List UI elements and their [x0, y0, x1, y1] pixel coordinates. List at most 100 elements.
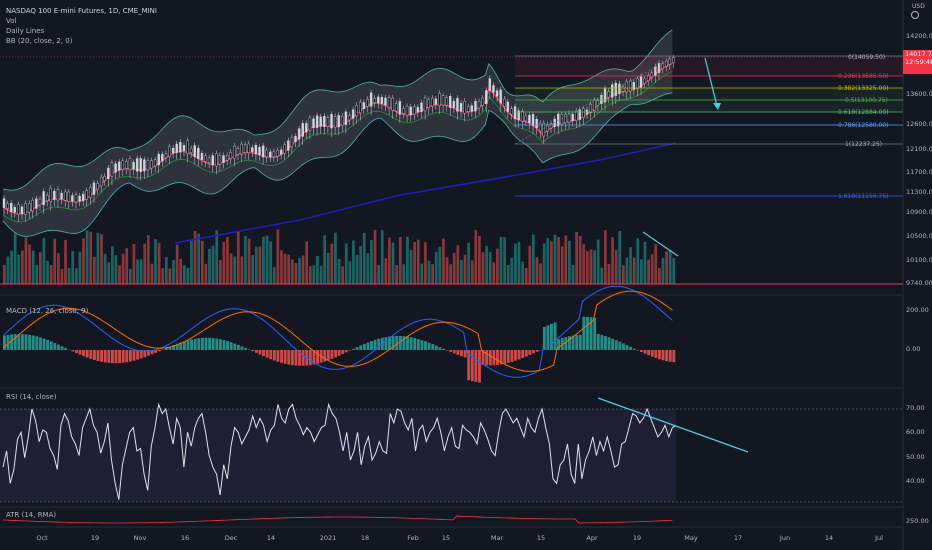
- candle-body: [81, 193, 85, 201]
- macd-histogram-bar: [395, 335, 399, 350]
- candle-body: [143, 159, 146, 172]
- macd-histogram-bar: [470, 350, 474, 382]
- candle-body: [132, 162, 135, 170]
- macd-histogram-bar: [276, 350, 280, 362]
- fib-level-label: 1(12237.25): [845, 141, 883, 148]
- macd-histogram-bar: [388, 336, 391, 350]
- candle-body: [13, 207, 16, 213]
- candle-body: [71, 195, 74, 202]
- fib-zone: [515, 88, 903, 112]
- volume-bar: [290, 259, 294, 284]
- candle-body: [225, 155, 229, 161]
- candle-body: [110, 162, 114, 177]
- volume-bar: [64, 240, 67, 284]
- sma-line: [2, 70, 673, 223]
- volume-bar: [485, 245, 488, 284]
- macd-histogram-bar: [445, 350, 449, 351]
- candle-body: [139, 158, 142, 172]
- macd-histogram-bar: [283, 350, 287, 364]
- volume-bar: [308, 266, 312, 284]
- macd-histogram-bar: [31, 335, 35, 350]
- volume-bar: [208, 248, 211, 284]
- candle-body: [24, 203, 27, 215]
- candle-body: [114, 163, 117, 173]
- volume-bar: [143, 243, 147, 284]
- candle-body: [380, 96, 384, 104]
- macd-legend[interactable]: MACD (12, 26, close, 9): [6, 307, 89, 315]
- volume-bar: [125, 248, 129, 284]
- candle-body: [449, 96, 452, 108]
- volume-bar: [377, 265, 380, 284]
- macd-histogram-bar: [384, 337, 388, 350]
- candle-body: [477, 100, 481, 109]
- macd-histogram-bar: [478, 350, 481, 383]
- volume-bar: [611, 237, 614, 284]
- rsi-legend[interactable]: RSI (14, close): [6, 393, 57, 401]
- macd-histogram-bar: [240, 346, 244, 350]
- volume-bar: [146, 235, 150, 284]
- macd-histogram-bar: [172, 345, 176, 350]
- candle-body: [589, 103, 592, 113]
- volume-bar: [452, 253, 456, 284]
- candle-body: [481, 97, 484, 106]
- macd-axis-label: 200.00: [906, 306, 929, 314]
- macd-histogram-bar: [553, 322, 557, 350]
- volume-bar: [535, 257, 539, 284]
- bb-lower-line: [2, 92, 673, 237]
- macd-histogram-bar: [290, 350, 294, 366]
- candle-body: [369, 92, 373, 107]
- candle-body: [157, 153, 160, 166]
- volume-bar: [118, 265, 121, 284]
- volume-bar: [197, 233, 201, 284]
- candles: [2, 54, 675, 222]
- candle-body: [200, 153, 204, 161]
- candle-body: [647, 75, 650, 81]
- daily-lines-legend[interactable]: Daily Lines: [6, 27, 45, 35]
- volume-bar: [265, 235, 269, 284]
- volume-bar: [467, 242, 470, 284]
- candle-body: [539, 122, 542, 132]
- fib-trendline: [514, 55, 677, 145]
- volume-bar: [222, 242, 226, 284]
- candle-body: [535, 119, 538, 129]
- candle-body: [38, 198, 42, 206]
- macd-histogram-bar: [89, 350, 93, 359]
- macd-histogram-bar: [535, 350, 539, 352]
- volume-bar: [359, 245, 362, 284]
- macd-histogram-bar: [125, 350, 129, 363]
- volume-bar: [294, 263, 298, 284]
- atr-legend[interactable]: ATR (14, RMA): [6, 511, 57, 519]
- macd-histogram-bar: [143, 350, 147, 358]
- candle-body: [600, 94, 603, 104]
- volume-bars: [3, 229, 676, 284]
- symbol-title[interactable]: NASDAQ 100 E-mini Futures, 1D, CME_MINI: [6, 7, 157, 15]
- candle-body: [506, 101, 510, 112]
- macd-histogram-bar: [100, 350, 104, 362]
- candle-body: [434, 98, 438, 105]
- trend-drawings[interactable]: [597, 57, 749, 453]
- volume-bar: [402, 264, 406, 284]
- volume-legend[interactable]: Vol: [6, 17, 17, 25]
- macd-histogram-bar: [629, 346, 633, 350]
- bb-legend[interactable]: BB (20, close, 2, 0): [6, 37, 73, 45]
- macd-histogram-bar: [650, 350, 654, 357]
- volume-bar: [6, 256, 10, 284]
- macd-histogram-bar: [370, 341, 373, 350]
- volume-bar: [305, 241, 309, 284]
- macd-histogram-bar: [503, 350, 507, 364]
- macd-histogram-bar: [377, 338, 381, 350]
- volume-bar: [668, 249, 672, 284]
- volume-trendline: [642, 231, 679, 257]
- gear-icon[interactable]: [911, 11, 919, 19]
- fib-retracement[interactable]: [514, 55, 903, 197]
- volume-bar: [114, 255, 118, 284]
- macd-histogram-bar: [280, 350, 283, 363]
- candle-body: [290, 137, 294, 147]
- volume-bar: [298, 257, 301, 284]
- candle-body: [549, 123, 553, 129]
- volume-bar: [251, 255, 255, 284]
- volume-bar: [557, 237, 560, 284]
- macd-histogram-bar: [506, 350, 510, 363]
- macd-histogram-bar: [499, 350, 503, 365]
